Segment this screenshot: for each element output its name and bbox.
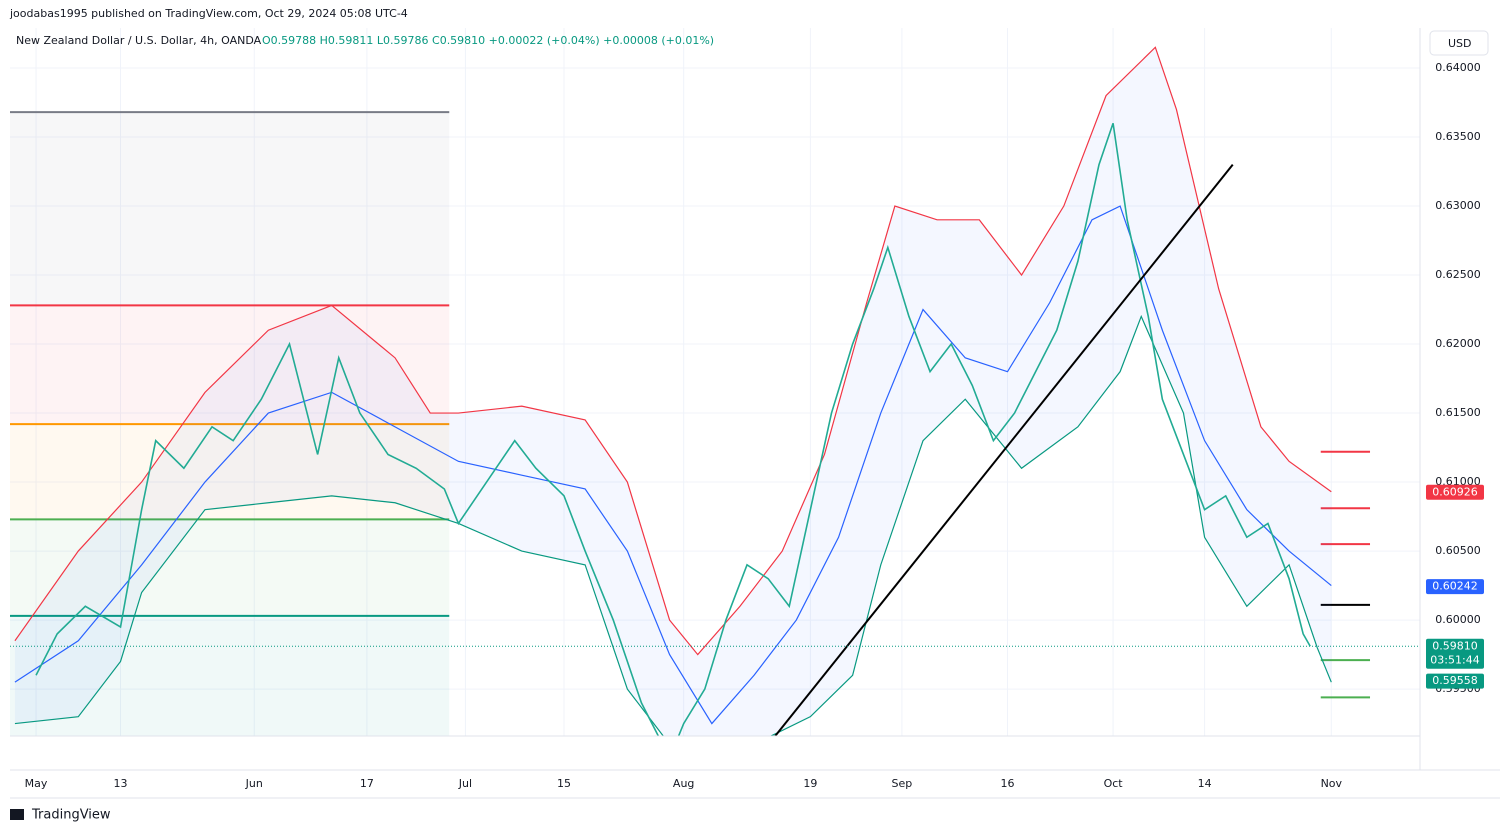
series-line (14, 46, 1332, 656)
brand: TradingView (31, 808, 111, 823)
x-tick-label: Aug (673, 777, 694, 790)
currency[interactable]: USD (1448, 37, 1472, 50)
x-tick-label: 19 (803, 777, 817, 790)
trendline (774, 164, 1234, 736)
price-label (1426, 638, 1484, 669)
series-line (14, 314, 1332, 736)
plot-area (10, 46, 1420, 736)
level-zone (10, 112, 450, 306)
x-tick-label: 17 (360, 777, 374, 790)
x-tick-label: Jun (245, 777, 263, 790)
y-tick-label: 0.60500 (1435, 544, 1481, 557)
publisher: joodabas1995 published on TradingView.co… (9, 7, 408, 20)
x-tick-label: 16 (1000, 777, 1014, 790)
level-zone (10, 615, 450, 736)
price-label (1426, 579, 1484, 595)
x-tick-label: 14 (1198, 777, 1212, 790)
series-line (35, 122, 1311, 736)
y-tick-label: 0.60000 (1435, 613, 1481, 626)
y-tick-label: 0.61500 (1435, 406, 1481, 419)
y-tick-label: 0.62000 (1435, 337, 1481, 350)
x-tick-label: Jul (458, 777, 472, 790)
price-label (1426, 673, 1484, 689)
price-label-text: 0.59810 (1432, 639, 1478, 652)
price-label-text: 0.60242 (1432, 580, 1478, 593)
x-tick-label: May (25, 777, 48, 790)
y-tick-label: 0.62500 (1435, 268, 1481, 281)
y-tick-label: 0.63000 (1435, 199, 1481, 212)
price-label-text: 0.59558 (1432, 674, 1478, 687)
grid (10, 28, 1420, 736)
price-label-text: 0.60926 (1432, 485, 1478, 498)
x-tick-label: 15 (557, 777, 571, 790)
countdown: 03:51:44 (1430, 653, 1479, 666)
x-tick-label: 13 (114, 777, 128, 790)
y-tick-label: 0.63500 (1435, 130, 1481, 143)
x-tick-label: Nov (1321, 777, 1343, 790)
currency-button[interactable] (1429, 30, 1489, 56)
level-zone (10, 305, 450, 425)
ohlc: O0.59788 H0.59811 L0.59786 C0.59810 +0.0… (262, 34, 714, 47)
x-tick-label: Oct (1104, 777, 1124, 790)
price-label (1426, 484, 1484, 500)
series-line (14, 205, 1332, 725)
y-tick-label: 0.64000 (1435, 61, 1481, 74)
x-tick-label: Sep (892, 777, 913, 790)
chart-title: New Zealand Dollar / U.S. Dollar, 4h, OA… (16, 34, 262, 47)
logo (10, 809, 24, 820)
level-zone (10, 424, 450, 520)
band-fill (14, 47, 1332, 736)
axes: 0.595000.600000.605000.610000.615000.620… (25, 61, 1484, 790)
level-zone (10, 519, 450, 616)
